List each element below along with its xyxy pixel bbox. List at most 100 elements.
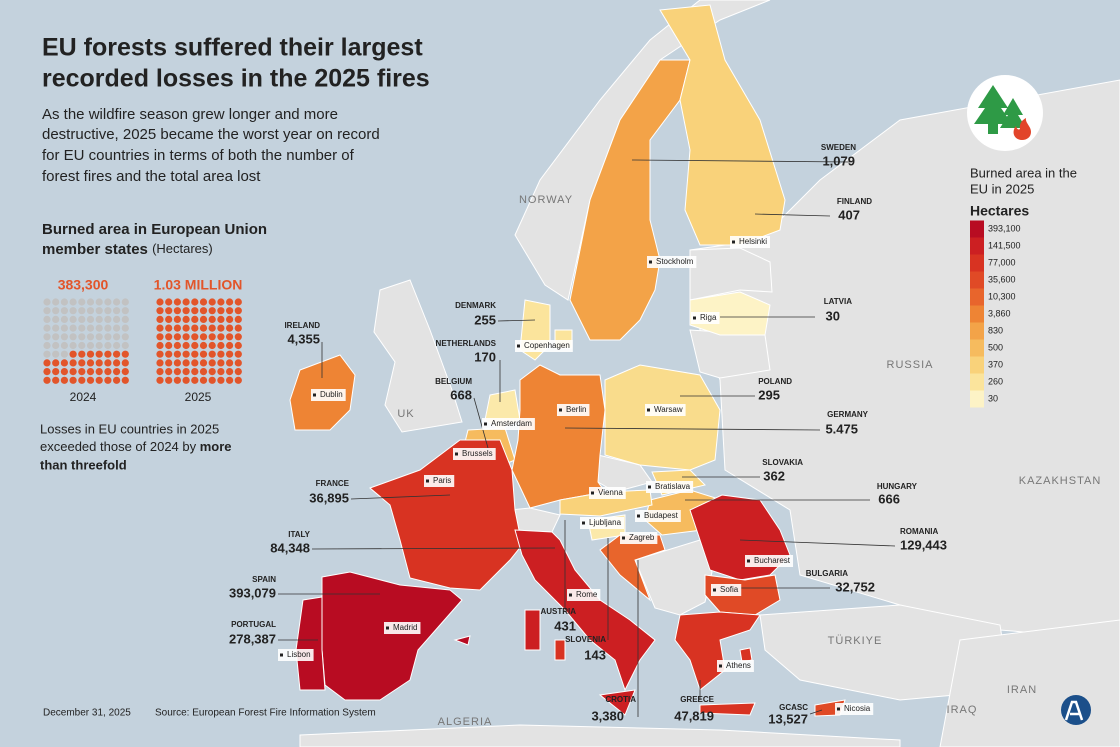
legend-label: 77,000 bbox=[988, 257, 1016, 267]
waffle-dot bbox=[173, 341, 181, 350]
waffle-dot bbox=[78, 368, 86, 376]
waffle-dot bbox=[226, 350, 234, 358]
waffle-dot bbox=[78, 376, 86, 384]
city-box bbox=[745, 555, 794, 567]
country-shape bbox=[674, 611, 761, 691]
country-value: 4,355 bbox=[287, 331, 320, 346]
subtitle-line: for EU countries in terms of both the nu… bbox=[42, 147, 355, 164]
city-marker bbox=[582, 521, 585, 525]
country-value: 36,895 bbox=[309, 490, 349, 505]
waffle-dot bbox=[191, 315, 199, 323]
waffle-dot bbox=[113, 341, 121, 350]
waffle-dot bbox=[156, 307, 164, 315]
country-value: 3,380 bbox=[591, 708, 624, 723]
waffle-dot bbox=[104, 324, 112, 332]
city-box bbox=[424, 475, 455, 487]
logo bbox=[1061, 695, 1091, 725]
country-name: SLOVAKIA bbox=[762, 458, 803, 467]
waffle-dot bbox=[226, 359, 234, 367]
legend: 393,100 141,500 77,000 35,600 10,300 3,860 830… bbox=[970, 220, 1021, 408]
leader-line bbox=[754, 213, 831, 217]
waffle-dot bbox=[69, 315, 77, 323]
waffle-dot bbox=[60, 324, 68, 332]
waffle-dot bbox=[156, 359, 164, 367]
country-value: 362 bbox=[763, 468, 785, 483]
footer-source: Source: European Forest Fire Information… bbox=[155, 708, 376, 719]
comparison-value: 1.03 MILLION bbox=[154, 277, 243, 293]
city-box bbox=[515, 340, 573, 352]
waffle-dot bbox=[226, 376, 234, 384]
city-box bbox=[717, 660, 754, 672]
waffle-dot bbox=[182, 376, 190, 384]
country-name: FINLAND bbox=[837, 197, 872, 206]
waffle-dot bbox=[191, 368, 199, 376]
waffle-dot bbox=[60, 341, 68, 350]
country-name: SLOVENIA bbox=[565, 635, 606, 644]
legend-swatch bbox=[970, 322, 984, 340]
country-value: 129,443 bbox=[900, 537, 947, 552]
waffle-dot bbox=[86, 298, 95, 306]
country-shape bbox=[569, 59, 691, 341]
city-label: Riga bbox=[700, 313, 717, 322]
region-label: UK bbox=[397, 408, 414, 420]
region-label: KAZAKHSTAN bbox=[1019, 475, 1102, 487]
legend-swatch bbox=[970, 271, 984, 289]
section-heading: member states bbox=[42, 241, 148, 258]
title-line: EU forests suffered their largest bbox=[42, 34, 423, 62]
leader-line bbox=[564, 427, 821, 431]
waffle-dot bbox=[95, 350, 103, 358]
waffle-dot bbox=[78, 359, 86, 367]
note-text: exceeded those of 2024 by bbox=[40, 439, 197, 454]
city-label: Helsinki bbox=[739, 237, 767, 246]
city-box bbox=[482, 418, 535, 430]
waffle-dot bbox=[113, 376, 121, 384]
waffle-dot bbox=[113, 298, 121, 306]
waffle-dot bbox=[52, 376, 60, 384]
subtitle: As the wildfire season grew longer and m… bbox=[42, 106, 380, 185]
city-label: Ljubljana bbox=[589, 518, 622, 527]
note-emphasis: than threefold bbox=[40, 457, 127, 472]
waffle-dot bbox=[104, 359, 112, 367]
country-value: 407 bbox=[838, 207, 860, 222]
waffle-dot bbox=[95, 376, 103, 384]
leader-line bbox=[350, 494, 451, 500]
waffle-dot bbox=[86, 350, 95, 358]
city-box bbox=[384, 622, 421, 634]
waffle-dot bbox=[95, 359, 103, 367]
waffle-dot bbox=[182, 350, 190, 358]
waffle-dot bbox=[60, 368, 68, 376]
waffle-dot bbox=[121, 368, 129, 376]
waffle-dot bbox=[199, 368, 208, 376]
waffle-dot bbox=[199, 350, 208, 358]
logo-mark bbox=[1064, 700, 1084, 721]
city-box bbox=[635, 510, 681, 522]
waffle-dot bbox=[60, 359, 68, 367]
waffle-dot bbox=[95, 298, 103, 306]
subtitle-line: forest fires and the total area lost bbox=[42, 168, 261, 185]
subtitle-line: As the wildfire season grew longer and m… bbox=[42, 106, 338, 123]
waffle-dot bbox=[43, 350, 51, 358]
logo-circle bbox=[1061, 695, 1091, 725]
city-box bbox=[646, 481, 694, 493]
waffle-dot bbox=[217, 376, 225, 384]
waffle-dot bbox=[60, 350, 68, 358]
leader-line bbox=[631, 159, 851, 163]
waffle-dot bbox=[156, 324, 164, 332]
country-value: 295 bbox=[758, 387, 780, 402]
country-name: BULGARIA bbox=[806, 569, 848, 578]
city-label: Zagreb bbox=[629, 533, 655, 542]
waffle-dot bbox=[43, 376, 51, 384]
city-marker bbox=[386, 626, 389, 630]
waffle-dot bbox=[78, 315, 86, 323]
waffle-dot bbox=[234, 315, 242, 323]
country-name: BELGIUM bbox=[435, 377, 472, 386]
waffle-dot bbox=[208, 298, 216, 306]
country-name: LATVIA bbox=[824, 297, 853, 306]
waffle-dot bbox=[173, 359, 181, 367]
city-label: Vienna bbox=[598, 488, 623, 497]
land-uk bbox=[373, 279, 463, 433]
waffle-dot bbox=[226, 368, 234, 376]
waffle-dot bbox=[104, 350, 112, 358]
